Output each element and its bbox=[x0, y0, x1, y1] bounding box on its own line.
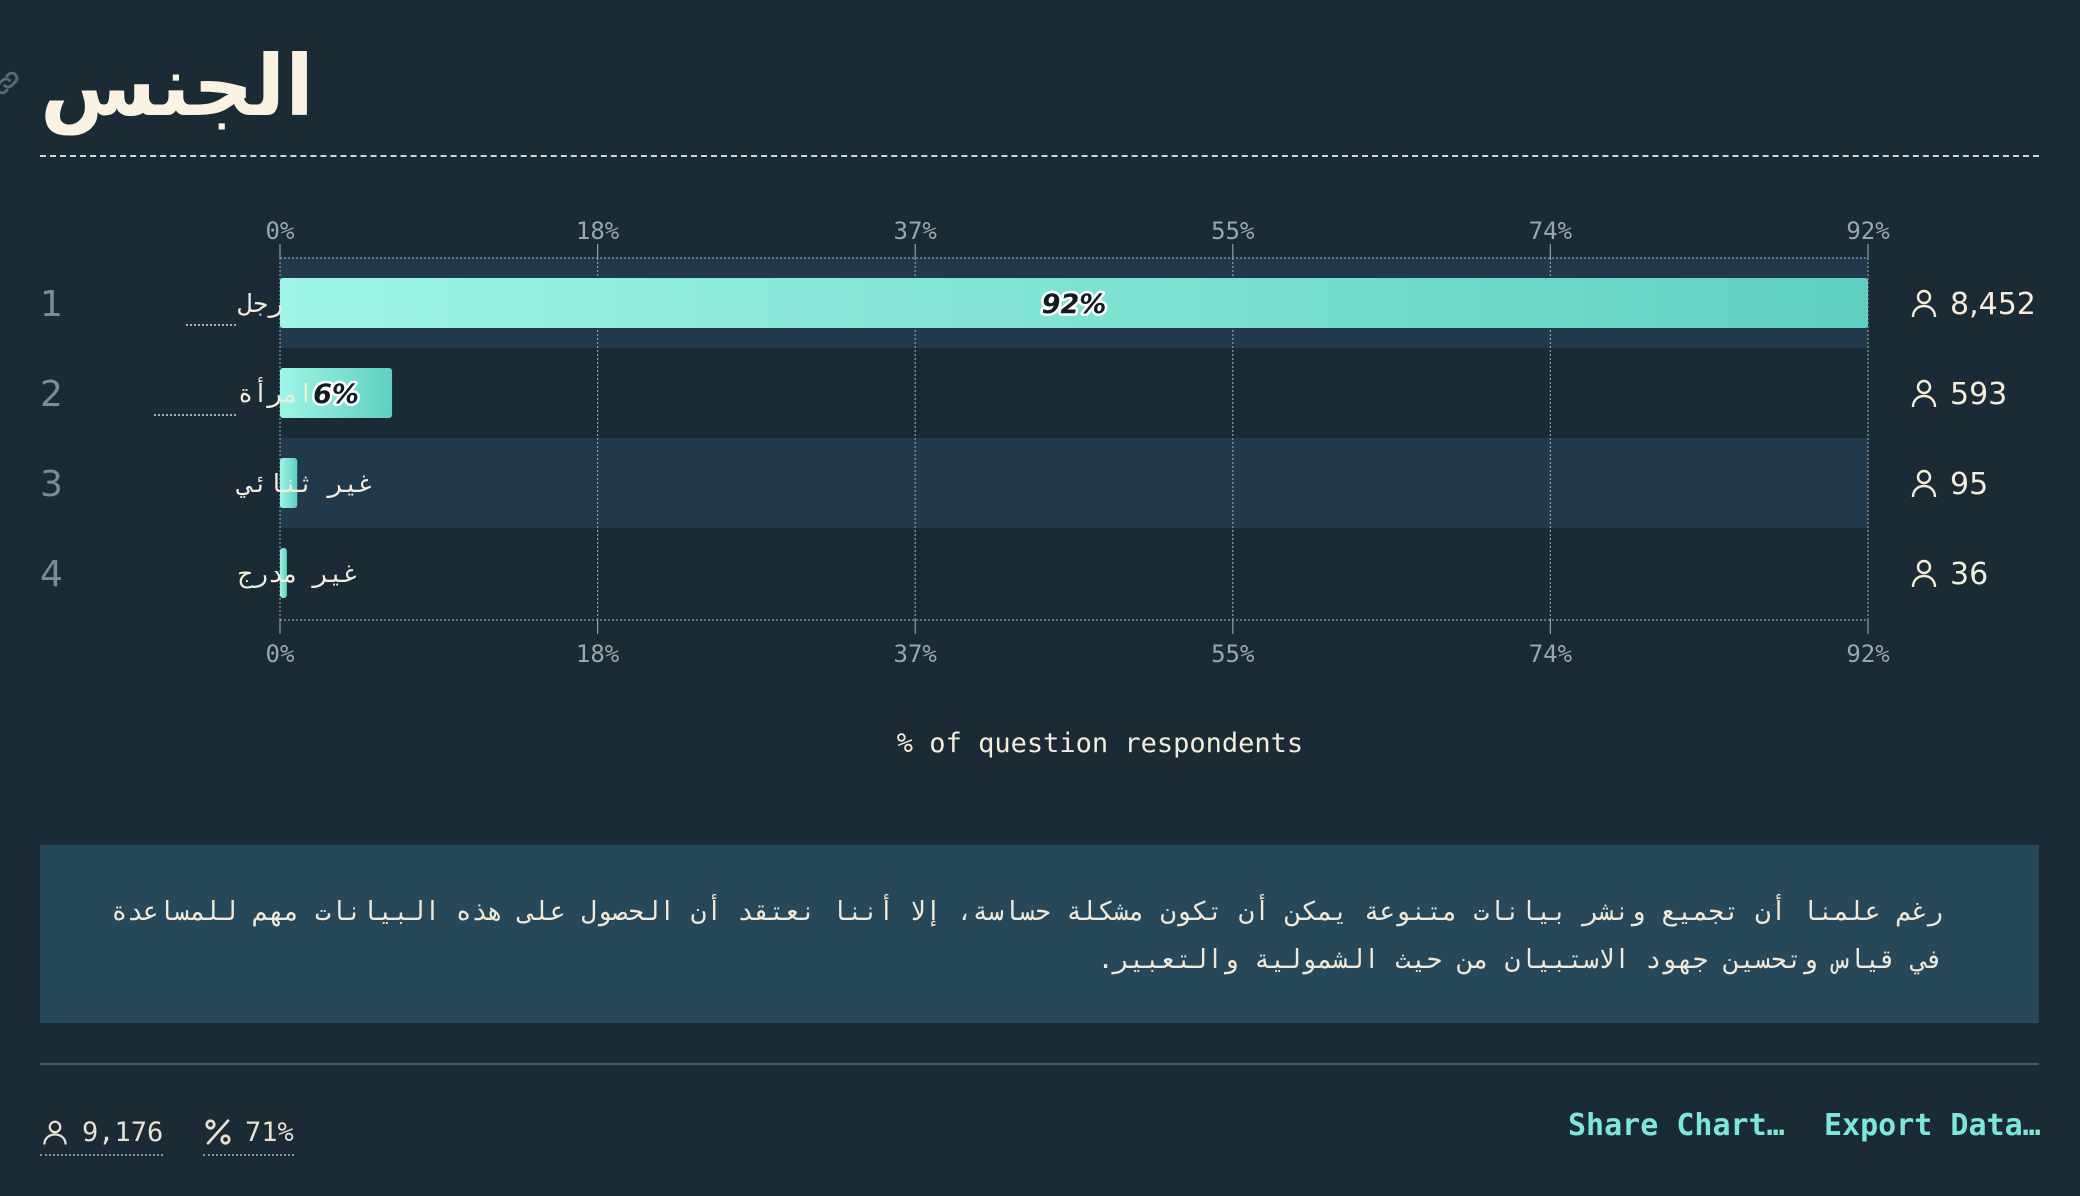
rank-number: 3 bbox=[40, 464, 63, 505]
x-tick-label-top: 55% bbox=[1211, 217, 1255, 245]
respondents-stat[interactable]: 9,176 bbox=[40, 1110, 164, 1156]
x-tick-label-bottom: 55% bbox=[1211, 640, 1255, 668]
x-tick-label-bottom: 0% bbox=[266, 640, 295, 668]
rank-number: 1 bbox=[40, 284, 63, 325]
footer-divider bbox=[40, 1063, 2039, 1065]
title-divider bbox=[40, 155, 2039, 157]
category-label: امرأة bbox=[238, 376, 313, 408]
bar-chart: 0% 0% 18% 18% 37% 37% 55% 55% 74% 74% 92% 92% 92% 1 رج… bbox=[40, 217, 2036, 668]
x-tick-label-bottom: 37% bbox=[894, 640, 938, 668]
category-label: غير مدرج bbox=[238, 559, 358, 589]
bar bbox=[280, 368, 393, 418]
x-tick-label-bottom: 18% bbox=[576, 640, 620, 668]
person-icon bbox=[1911, 379, 1937, 408]
percent-icon bbox=[205, 1119, 231, 1145]
export-data-link[interactable]: Export Data… bbox=[1824, 1108, 2041, 1143]
bar-value-label: 6% bbox=[313, 379, 359, 410]
page-title: الجنس bbox=[40, 37, 314, 135]
rank-number: 2 bbox=[40, 374, 63, 415]
category-label: رجل bbox=[238, 289, 283, 318]
respondent-count: 95 bbox=[1950, 467, 1988, 502]
link-icon[interactable] bbox=[0, 68, 22, 98]
share-chart-link[interactable]: Share Chart… bbox=[1568, 1108, 1785, 1143]
respondents-count: 9,176 bbox=[82, 1116, 164, 1148]
bar bbox=[280, 458, 298, 508]
x-tick-label-bottom: 74% bbox=[1529, 640, 1573, 668]
row-band bbox=[280, 438, 1868, 528]
rank-number: 4 bbox=[40, 554, 63, 595]
respondent-count: 8,452 bbox=[1950, 287, 2036, 322]
x-tick-label-top: 74% bbox=[1529, 217, 1573, 245]
respondent-count: 36 bbox=[1950, 557, 1988, 592]
percent-stat[interactable]: 71% bbox=[203, 1110, 294, 1156]
x-tick-label-bottom: 92% bbox=[1846, 640, 1890, 668]
bar bbox=[280, 548, 287, 598]
x-tick-label-top: 0% bbox=[266, 217, 295, 245]
person-icon bbox=[1911, 559, 1937, 588]
bar-value-label: 92% bbox=[1042, 289, 1107, 320]
person-icon bbox=[43, 1120, 67, 1145]
bar bbox=[280, 278, 1868, 328]
x-tick-label-top: 92% bbox=[1846, 217, 1890, 245]
x-tick-label-top: 37% bbox=[894, 217, 938, 245]
person-icon bbox=[1911, 469, 1937, 498]
respondent-count: 593 bbox=[1950, 377, 2007, 412]
percent-value: 71% bbox=[245, 1116, 294, 1148]
x-tick-label-top: 18% bbox=[576, 217, 620, 245]
person-icon bbox=[1911, 289, 1937, 318]
x-axis-title: % of question respondents bbox=[896, 728, 1304, 759]
info-note: رغم علمنا أن تجميع ونشر بيانات متنوعة يم… bbox=[40, 845, 2039, 1023]
category-label: غير ثنائي bbox=[236, 469, 373, 498]
